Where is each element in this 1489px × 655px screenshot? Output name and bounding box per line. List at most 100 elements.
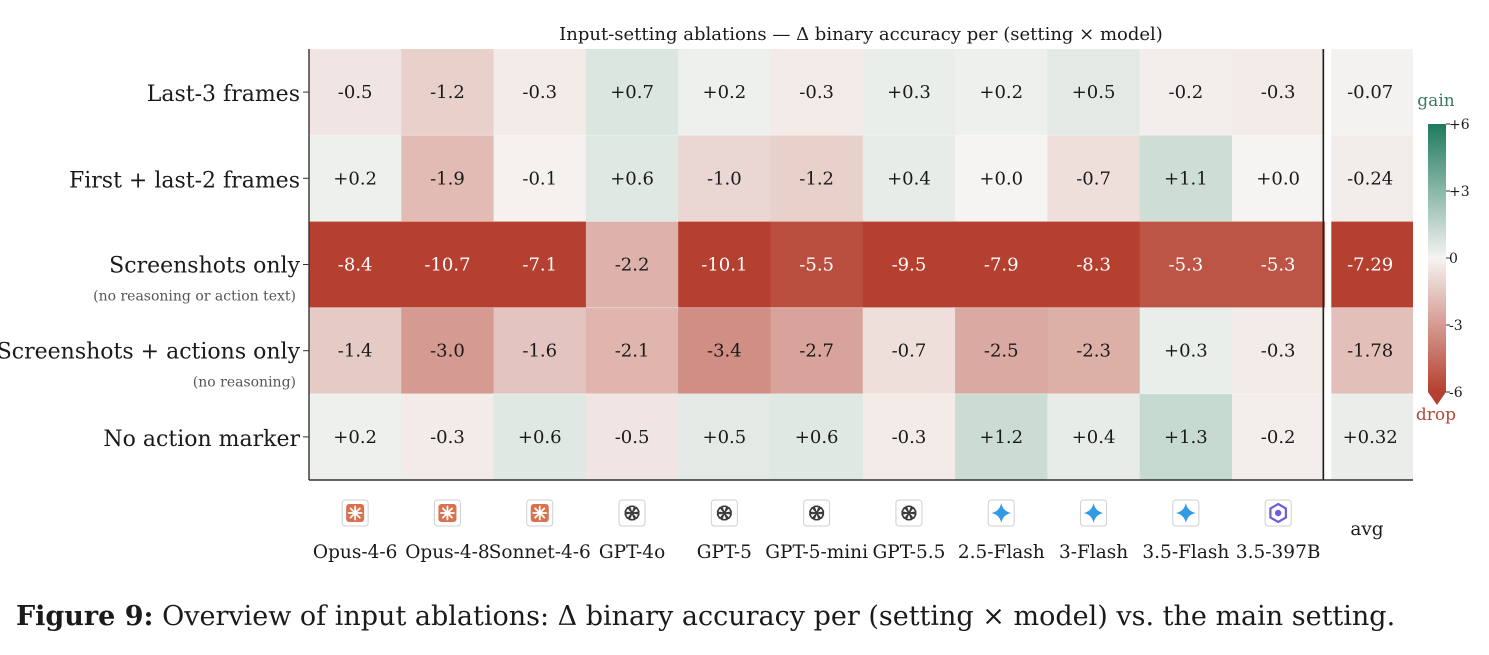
heatmap-cell (678, 221, 772, 309)
heatmap-cell (678, 393, 772, 481)
cell-value-label: +0.6 (610, 168, 654, 189)
avg-value-label: -0.24 (1347, 168, 1393, 189)
heatmap-cell (1139, 135, 1233, 222)
row-label: Screenshots + actions only (0, 340, 301, 365)
heatmap-cell (309, 49, 402, 136)
heatmap-grid: -0.5 -1.2 -0.3 +0.7 +0.2 -0.3 +0.3 +0.2 +0.5 -0.2… (308, 49, 1413, 481)
cell-value-label: -0.3 (1261, 341, 1296, 362)
cell-value-label: +0.2 (702, 82, 746, 103)
cell-value-label: -2.7 (799, 341, 834, 362)
heatmap-cell (493, 221, 587, 309)
colorbar-tick-label: +6 (1449, 117, 1470, 133)
heatmap-cell (1232, 221, 1325, 309)
heatmap-cell (493, 307, 587, 395)
heatmap-cell (309, 221, 402, 309)
cell-value-label: -0.3 (430, 427, 465, 448)
cell-value-label: -1.9 (430, 168, 465, 189)
cell-value-label: -0.3 (522, 82, 557, 103)
heatmap-cell (955, 307, 1048, 395)
heatmap-cell (955, 221, 1048, 309)
colorbar-tick-label: 0 (1449, 251, 1458, 267)
heatmap-cell (955, 49, 1048, 136)
caption-lead: Figure 9: (16, 601, 154, 632)
row-label: No action marker (103, 427, 300, 452)
cell-value-label: -9.5 (892, 255, 927, 276)
row-label: First + last-2 frames (69, 168, 300, 193)
cell-value-label: +0.6 (518, 427, 562, 448)
gemini-icon (987, 499, 1015, 527)
cell-value-label: -5.5 (799, 255, 834, 276)
heatmap-cell (1139, 393, 1233, 481)
cell-value-label: -0.2 (1261, 427, 1296, 448)
openai-icon (618, 499, 646, 527)
colorbar-drop-label: drop (1416, 405, 1456, 425)
heatmap-cell (1047, 49, 1141, 136)
heatmap-cell (678, 135, 772, 222)
column-label: 3.5-Flash (1142, 542, 1229, 563)
heatmap-cell (770, 135, 864, 222)
heatmap-cell (585, 135, 679, 222)
heatmap-cell (401, 135, 495, 222)
heatmap-cell (955, 393, 1048, 481)
row-sublabel: (no reasoning) (193, 375, 296, 391)
cell-value-label: -0.3 (892, 427, 927, 448)
avg-cell (1331, 393, 1413, 481)
column-label: 3-Flash (1059, 542, 1128, 563)
cell-value-label: -3.4 (707, 341, 742, 362)
heatmap-cell (1047, 135, 1141, 222)
cell-value-label: +0.5 (1072, 82, 1116, 103)
cell-value-label: -10.1 (701, 255, 747, 276)
heatmap-cell (585, 49, 679, 136)
claude-icon (433, 499, 461, 527)
cell-value-label: +0.0 (1256, 168, 1300, 189)
heatmap-cell (585, 307, 679, 395)
caption-text: Overview of input ablations: Δ binary ac… (153, 601, 1396, 632)
cell-value-label: -0.3 (1261, 82, 1296, 103)
heatmap-cell (770, 393, 864, 481)
heatmap-cell (1232, 49, 1325, 136)
heatmap-cell (309, 135, 402, 222)
cell-value-label: +0.3 (887, 82, 931, 103)
column-label: GPT-5.5 (873, 542, 946, 563)
openai-icon (895, 499, 923, 527)
heatmap-cell (401, 307, 495, 395)
colorbar-tick-label: +3 (1449, 184, 1470, 200)
column-label: Opus-4-6 (313, 542, 397, 563)
colorbar-extend-arrow (1428, 392, 1446, 405)
cell-value-label: -2.5 (984, 341, 1019, 362)
qwen-icon (1264, 499, 1292, 527)
row-label: Last-3 frames (147, 82, 300, 107)
cell-value-label: -7.9 (984, 255, 1019, 276)
heatmap-cell (862, 307, 956, 395)
cell-value-label: -8.4 (338, 255, 373, 276)
colorbar: +6 +3 0 -3 -6 gain drop (1416, 91, 1470, 425)
cell-value-label: -3.0 (430, 341, 465, 362)
cell-value-label: -0.1 (522, 168, 557, 189)
heatmap-cell (1047, 221, 1141, 309)
avg-value-label: -1.78 (1347, 341, 1393, 362)
cell-value-label: -0.5 (615, 427, 650, 448)
cell-value-label: +0.4 (887, 168, 931, 189)
cell-value-label: -0.2 (1168, 82, 1203, 103)
gemini-icon (1172, 499, 1200, 527)
row-label: Screenshots only (109, 254, 300, 279)
column-labels: Opus-4-6 Opus-4-8 Sonnet-4-6 GPT-4o GPT-5 GPT… (313, 499, 1384, 563)
heatmap-cell (493, 49, 587, 136)
avg-cell (1331, 307, 1413, 395)
heatmap-cell (585, 393, 679, 481)
cell-value-label: -5.3 (1168, 255, 1203, 276)
heatmap-cell (862, 49, 956, 136)
cell-value-label: +1.3 (1164, 427, 1208, 448)
heatmap-cell (1047, 393, 1141, 481)
heatmap-cell (309, 393, 402, 481)
figure-caption: Figure 9: Overview of input ablations: Δ… (16, 600, 1476, 634)
cell-value-label: -1.4 (338, 341, 373, 362)
cell-value-label: +0.2 (979, 82, 1023, 103)
heatmap-cell (862, 393, 956, 481)
heatmap-cell (1232, 307, 1325, 395)
heatmap-cell (309, 307, 402, 395)
cell-value-label: -1.6 (522, 341, 557, 362)
cell-value-label: +0.6 (795, 427, 839, 448)
heatmap-chart: Input-setting ablations — Δ binary accur… (0, 24, 1470, 563)
openai-icon (710, 499, 738, 527)
